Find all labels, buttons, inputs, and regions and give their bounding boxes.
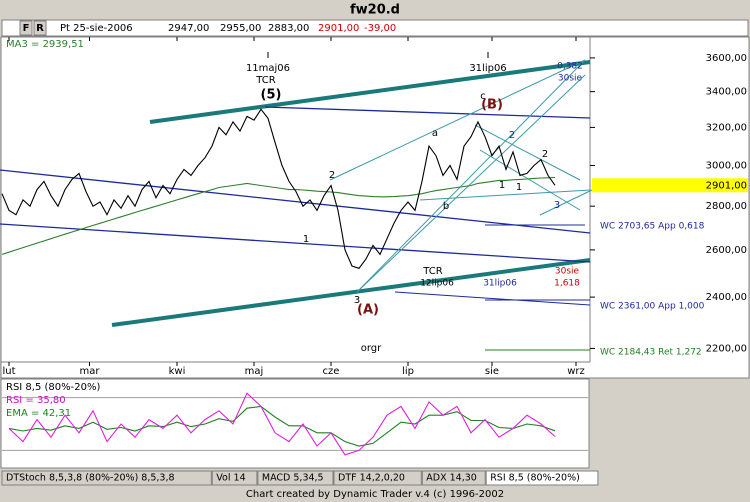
close: 2901,00 <box>318 23 359 34</box>
x-tick-label: lip <box>402 366 414 377</box>
annotation: 2 <box>329 170 335 181</box>
y-tick-label: 2600,00 <box>706 245 747 256</box>
rsi-label: RSI = 35,80 <box>6 395 66 406</box>
trend-line <box>0 223 591 263</box>
tab[interactable] <box>1 470 212 486</box>
trend-lines <box>0 52 593 351</box>
annotation: 30sie <box>558 74 583 84</box>
tab[interactable] <box>333 470 422 486</box>
button[interactable] <box>33 20 47 36</box>
series-line <box>8 392 556 456</box>
x-tick-label: lut <box>2 366 15 377</box>
trend-line <box>479 149 581 211</box>
button-label[interactable]: R <box>36 23 44 34</box>
annotation: 1,618 <box>554 279 580 289</box>
tab-label[interactable]: RSI 8,5 (80%-20%) <box>490 473 580 484</box>
high: 2955,00 <box>220 23 261 34</box>
y-tick-label: 3600,00 <box>706 53 747 64</box>
trend-line <box>264 106 591 119</box>
y-tick-label: 3000,00 <box>706 160 747 171</box>
annotation: 2 <box>542 149 548 160</box>
ma-label: MA3 = 2939,51 <box>6 39 84 50</box>
open: 2947,00 <box>168 23 209 34</box>
annotation: c <box>480 91 486 102</box>
series-line <box>1 176 556 255</box>
trend-line <box>111 258 591 327</box>
tab[interactable] <box>421 470 486 486</box>
date: Pt 25-sie-2006 <box>60 23 133 34</box>
annotation: (B) <box>481 98 503 113</box>
y-tick-label: 3200,00 <box>706 122 747 133</box>
x-tick-label: mar <box>80 366 101 377</box>
button-label[interactable]: F <box>23 23 30 34</box>
x-tick-label: maj <box>245 366 264 377</box>
series-line <box>1 108 556 269</box>
trend-line <box>329 59 586 181</box>
annotation: WC 2184,43 Ret 1,272 <box>600 348 702 358</box>
annotation: 0,382 <box>557 62 583 72</box>
toolbar <box>1 19 749 37</box>
annotation: WC 2361,00 App 1,000 <box>600 302 705 312</box>
trend-line <box>474 124 581 181</box>
footer: Chart created by Dynamic Trader v.4 (c) … <box>246 489 504 500</box>
tabs: DTStoch 8,5,3,8 (80%-20%) 8,5,3,8 Vol 14 M… <box>1 470 599 486</box>
ema-label: EMA = 42,31 <box>6 408 71 419</box>
trend-line <box>419 189 591 201</box>
x-tick-label: kwi <box>169 366 186 377</box>
annotation: b <box>443 201 449 212</box>
price-chart: 2200,00 2400,00 2600,00 2800,00 3000,00 3200,… <box>1 37 748 377</box>
annotation: 31lip06 <box>469 63 506 74</box>
low: 2883,00 <box>268 23 309 34</box>
annotation: 1 <box>499 180 505 191</box>
trend-line <box>0 169 591 234</box>
tab-label[interactable]: ADX 14,30 <box>426 473 477 484</box>
annotation: 3 <box>354 295 360 306</box>
last-price-box <box>592 178 748 193</box>
annotation: 11maj06 <box>246 63 290 74</box>
window-title: fw20.d <box>350 3 400 18</box>
x-tick-label: cze <box>323 366 340 377</box>
annotation: (A) <box>357 303 379 318</box>
tab[interactable] <box>485 470 599 486</box>
rsi-chart: RSI 8,5 (80%-20%) RSI = 35,80 EMA = 42,31 <box>2 382 588 456</box>
annotation: 30sie <box>555 267 580 277</box>
x-tick-label: wrz <box>567 366 585 377</box>
trend-line <box>149 60 591 124</box>
trend-line <box>356 59 586 293</box>
trend-line <box>394 291 591 306</box>
tab-label[interactable]: Vol 14 <box>216 473 245 484</box>
annotation: 1 <box>516 182 522 193</box>
trend-line <box>539 189 593 216</box>
rsi-title: RSI 8,5 (80%-20%) <box>6 382 100 393</box>
annotation: WC 2703,65 App 0,618 <box>600 222 705 232</box>
tab-label[interactable]: DTF 14,2,0,20 <box>338 473 405 484</box>
y-tick-label: 2200,00 <box>706 343 747 354</box>
tab-label[interactable]: DTStoch 8,5,3,8 (80%-20%) 8,5,3,8 <box>6 473 175 484</box>
annotation: TCR <box>422 266 443 277</box>
change: -39,00 <box>364 23 396 34</box>
annotation: 1 <box>303 234 309 245</box>
x-tick-label: sie <box>485 366 499 377</box>
annotation: 2 <box>509 130 515 141</box>
tab[interactable] <box>211 470 258 486</box>
tab[interactable] <box>257 470 334 486</box>
last-price-label: 2901,00 <box>706 180 747 191</box>
annotation: 3 <box>554 200 560 211</box>
button[interactable] <box>19 20 33 36</box>
annotation: (5) <box>261 88 282 103</box>
y-tick-label: 2400,00 <box>706 292 747 303</box>
annotation: TCR <box>255 75 276 86</box>
annotation: 12lip06 <box>420 279 454 289</box>
tab-label[interactable]: MACD 5,34,5 <box>262 473 324 484</box>
annotation: a <box>432 128 438 139</box>
annotation: orgr <box>361 343 382 354</box>
y-tick-label: 3400,00 <box>706 87 747 98</box>
y-tick-label: 2800,00 <box>706 201 747 212</box>
trend-line <box>356 74 586 293</box>
annotation: 31lip06 <box>483 279 517 289</box>
